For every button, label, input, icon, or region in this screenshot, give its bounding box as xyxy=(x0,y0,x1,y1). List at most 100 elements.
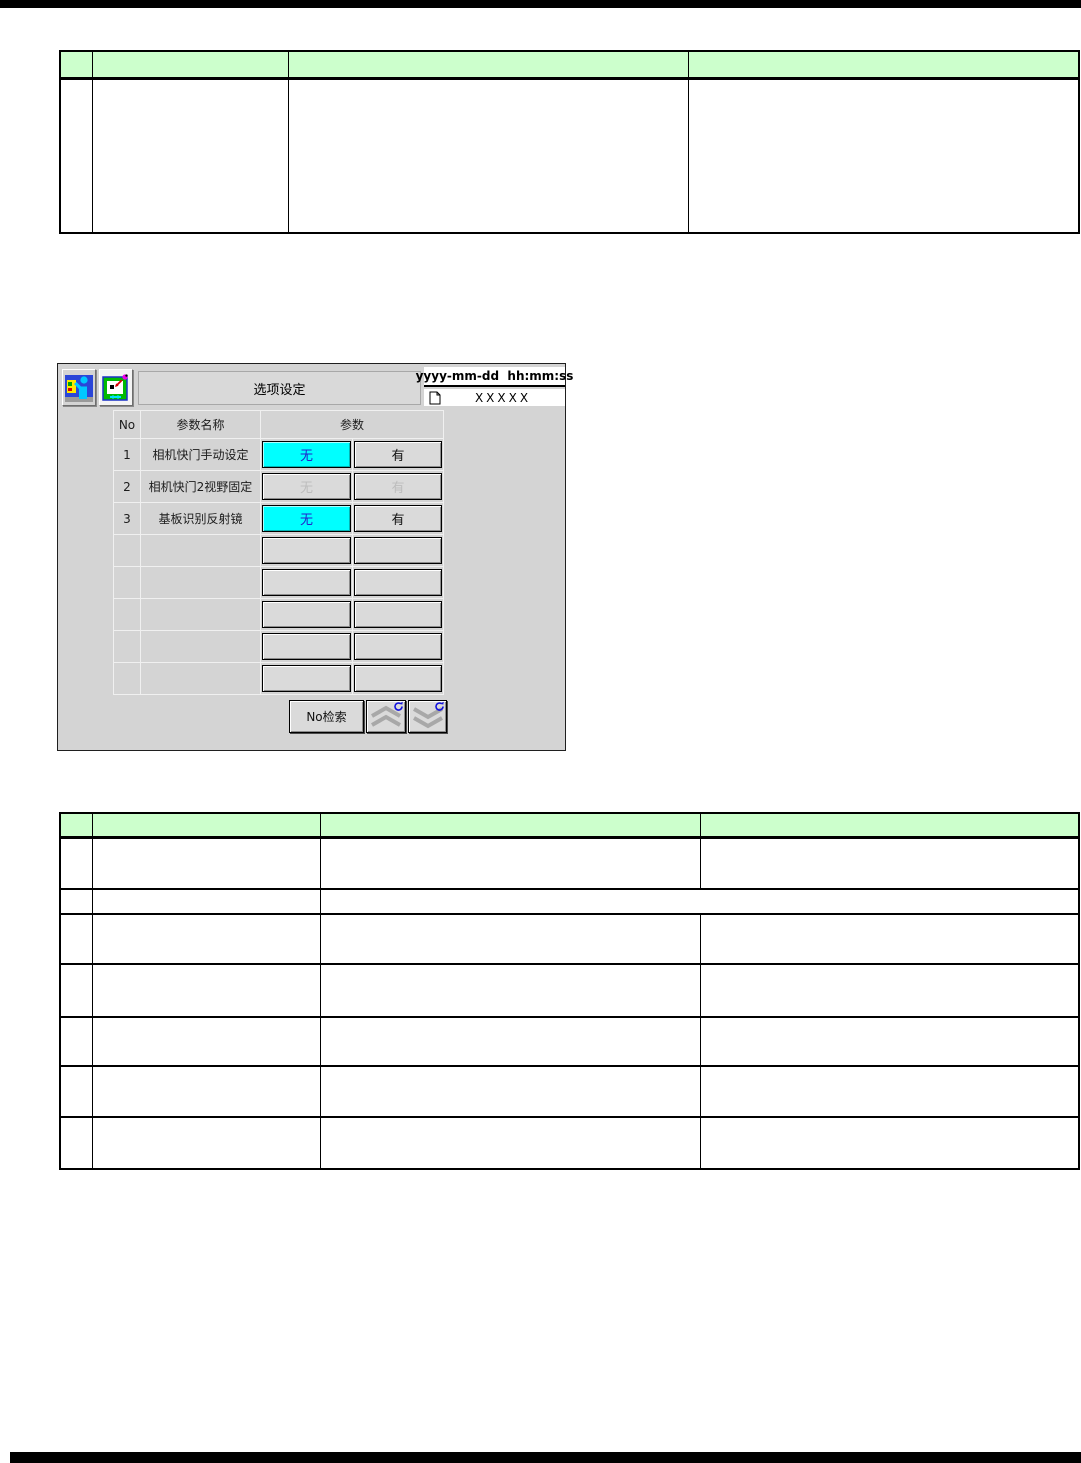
table-cell xyxy=(699,913,1080,965)
table-cell xyxy=(699,1016,1080,1067)
board-id-text: XXXXX xyxy=(474,390,532,405)
param-off-button[interactable] xyxy=(262,601,351,628)
table-cell xyxy=(59,1065,93,1118)
param-off-button[interactable] xyxy=(262,665,351,692)
param-row xyxy=(113,535,444,567)
page-bottom-rule xyxy=(10,1452,1081,1463)
param-name-cell xyxy=(141,631,261,663)
table-cell xyxy=(319,963,701,1018)
table-cell xyxy=(59,77,93,234)
header-cell xyxy=(687,50,1080,80)
table-cell xyxy=(319,1116,701,1170)
param-on-button[interactable]: 有 xyxy=(354,505,442,532)
param-no-cell xyxy=(113,567,141,599)
param-on-button[interactable]: 有 xyxy=(354,441,442,468)
param-on-button[interactable] xyxy=(354,665,442,692)
param-on-button[interactable] xyxy=(354,633,442,660)
page-up-button[interactable] xyxy=(366,700,406,733)
param-on-button[interactable] xyxy=(354,569,442,596)
table-row xyxy=(59,1065,1080,1118)
operator-button[interactable] xyxy=(62,369,96,406)
page-down-button[interactable] xyxy=(408,700,447,733)
table-cell xyxy=(59,836,93,890)
page-top-rule xyxy=(0,0,1081,8)
header-cell xyxy=(91,812,321,839)
param-row xyxy=(113,567,444,599)
param-row: 1 相机快门手动设定 无 有 xyxy=(113,439,444,471)
table-cell xyxy=(91,836,321,890)
param-name-cell: 相机快门2视野固定 xyxy=(141,471,261,503)
param-on-button[interactable] xyxy=(354,537,442,564)
param-name-cell xyxy=(141,567,261,599)
parameter-table: No 参数名称 参数 1 相机快门手动设定 无 有 2 相机快门2视野固定 无 … xyxy=(113,410,444,695)
table-cell xyxy=(319,913,701,965)
table-row xyxy=(59,77,1080,234)
table-cell xyxy=(91,77,289,234)
table-cell xyxy=(91,1065,321,1118)
table-cell xyxy=(699,1116,1080,1170)
param-no-cell xyxy=(113,663,141,695)
table-cell xyxy=(59,963,93,1018)
param-off-button[interactable] xyxy=(262,569,351,596)
param-row: 3 基板识别反射镜 无 有 xyxy=(113,503,444,535)
param-name-cell xyxy=(141,663,261,695)
table-cell xyxy=(91,1016,321,1067)
param-off-button[interactable]: 无 xyxy=(262,473,351,500)
param-no-cell: 2 xyxy=(113,471,141,503)
table-cell xyxy=(59,1016,93,1067)
param-off-button[interactable] xyxy=(262,633,351,660)
param-no-cell: 1 xyxy=(113,439,141,471)
col-header-param: 参数 xyxy=(261,410,444,439)
table-cell xyxy=(319,1065,701,1118)
chevron-up-icon xyxy=(371,705,401,727)
screen-adjust-button[interactable] xyxy=(99,369,133,406)
upper-doc-table xyxy=(59,50,1080,234)
table-cell xyxy=(91,888,321,915)
header-cell xyxy=(287,50,689,80)
table-cell xyxy=(699,1065,1080,1118)
operator-icon xyxy=(65,374,93,402)
header-cell xyxy=(91,50,289,80)
param-off-button[interactable]: 无 xyxy=(262,505,351,532)
param-on-button[interactable]: 有 xyxy=(354,473,442,500)
refresh-icon xyxy=(394,701,403,711)
table-cell-merged xyxy=(319,888,1080,915)
param-no-cell xyxy=(113,599,141,631)
param-row xyxy=(113,599,444,631)
upper-table-header-row xyxy=(59,50,1080,80)
datetime-display: yyyy-mm-dd hh:mm:ss xyxy=(416,367,573,387)
document-icon xyxy=(429,391,441,404)
table-row xyxy=(59,836,1080,890)
table-row xyxy=(59,1116,1080,1170)
chevron-down-icon xyxy=(412,706,443,728)
param-name-cell xyxy=(141,599,261,631)
table-cell xyxy=(91,963,321,1018)
table-cell xyxy=(687,77,1080,234)
param-on-button[interactable] xyxy=(354,601,442,628)
header-cell xyxy=(699,812,1080,839)
param-no-cell xyxy=(113,631,141,663)
lower-doc-table xyxy=(59,812,1080,1170)
table-cell xyxy=(319,836,701,890)
param-name-cell xyxy=(141,535,261,567)
table-row xyxy=(59,963,1080,1018)
param-row xyxy=(113,663,444,695)
table-cell xyxy=(59,913,93,965)
lower-table-header-row xyxy=(59,812,1080,839)
screen-adjust-icon xyxy=(102,373,128,401)
param-off-button[interactable] xyxy=(262,537,351,564)
param-off-button[interactable]: 无 xyxy=(262,441,351,468)
parameter-table-header: No 参数名称 参数 xyxy=(113,410,444,439)
param-row xyxy=(113,631,444,663)
screen-title: 选项设定 xyxy=(138,371,421,405)
param-no-cell xyxy=(113,535,141,567)
param-row: 2 相机快门2视野固定 无 有 xyxy=(113,471,444,503)
table-cell xyxy=(91,913,321,965)
table-cell xyxy=(287,77,689,234)
table-cell xyxy=(699,963,1080,1018)
param-name-cell: 基板识别反射镜 xyxy=(141,503,261,535)
machine-ui-screenshot: 选项设定 yyyy-mm-dd hh:mm:ss XXXXX No 参数名称 参… xyxy=(57,363,573,751)
col-header-name: 参数名称 xyxy=(141,410,261,439)
no-search-button[interactable]: No检索 xyxy=(289,700,364,733)
board-id-display: XXXXX xyxy=(424,389,565,406)
